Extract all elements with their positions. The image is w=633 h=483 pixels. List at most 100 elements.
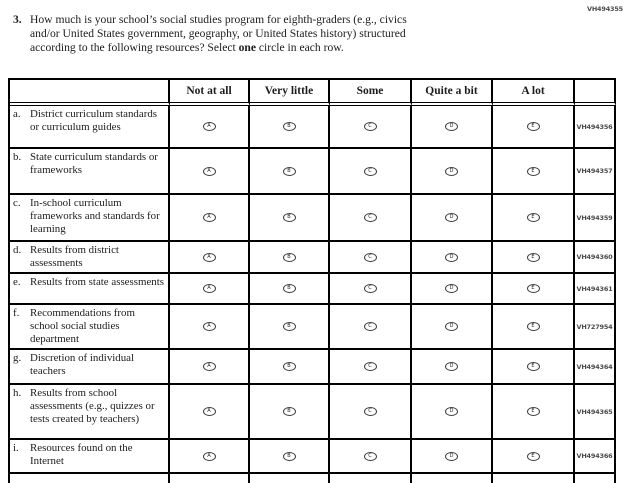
option-cell-g-some[interactable]: C [330,350,412,385]
option-cell-h-quite-a-bit[interactable]: D [412,385,493,440]
option-cell-h-some[interactable]: C [330,385,412,440]
answer-bubble-a[interactable]: A [202,284,216,293]
answer-bubble-a[interactable]: A [202,252,216,262]
row-label-e: e. Results from state assessments [10,274,170,305]
option-cell-b-very-little[interactable]: B [250,149,330,195]
answer-bubble-c[interactable]: C [363,122,377,131]
answer-bubble-a[interactable]: A [202,166,216,176]
option-cell-c-quite-a-bit[interactable]: D [412,195,493,242]
answer-bubble-e[interactable]: E [526,122,540,131]
option-cell-i-not-at-all[interactable]: A [170,440,250,474]
response-matrix-table: Not at all Very little Some Quite a bit … [8,78,616,483]
question-line-3-bold: one [238,41,257,55]
option-cell-c-not-at-all[interactable]: A [170,195,250,242]
answer-bubble-d[interactable]: D [445,122,458,131]
answer-bubble-e[interactable]: E [526,284,540,293]
option-cell-g-very-little[interactable]: B [250,350,330,385]
option-cell-e-very-little[interactable]: B [250,274,330,305]
option-cell-h-very-little[interactable]: B [250,385,330,440]
option-cell-i-a-lot[interactable]: E [493,440,575,474]
answer-bubble-a[interactable]: A [202,213,216,222]
option-cell-d-very-little[interactable]: B [250,242,330,274]
answer-bubble-c[interactable]: C [363,407,377,416]
answer-bubble-b[interactable]: B [282,362,296,371]
option-cell-e-quite-a-bit[interactable]: D [412,274,493,305]
question-number: 3. [13,13,22,26]
answer-bubble-a[interactable]: A [202,362,216,371]
option-cell-i-very-little[interactable]: B [250,440,330,474]
answer-bubble-d[interactable]: D [445,451,458,461]
option-cell-b-a-lot[interactable]: E [493,149,575,195]
answer-bubble-c[interactable]: C [363,322,377,331]
option-cell-b-some[interactable]: C [330,149,412,195]
row-letter-d: d. [13,244,22,256]
option-cell-b-not-at-all[interactable]: A [170,149,250,195]
answer-bubble-b[interactable]: B [282,407,296,416]
answer-bubble-a[interactable]: A [202,407,216,416]
option-cell-a-very-little[interactable]: B [250,106,330,149]
answer-bubble-d[interactable]: D [445,362,458,371]
answer-bubble-e[interactable]: E [526,407,540,416]
answer-bubble-b[interactable]: B [282,451,296,461]
option-cell-f-very-little[interactable]: B [250,305,330,350]
option-cell-f-some[interactable]: C [330,305,412,350]
option-cell-a-some[interactable]: C [330,106,412,149]
answer-bubble-c[interactable]: C [363,362,377,371]
option-cell-d-some[interactable]: C [330,242,412,274]
answer-bubble-a[interactable]: A [202,322,216,331]
option-cell-h-not-at-all[interactable]: A [170,385,250,440]
answer-bubble-c[interactable]: C [363,451,377,461]
option-cell-e-some[interactable]: C [330,274,412,305]
answer-bubble-c[interactable]: C [363,284,377,293]
answer-bubble-a[interactable]: A [202,122,216,131]
answer-bubble-d[interactable]: D [445,252,458,262]
header-not-at-all: Not at all [170,80,250,106]
option-cell-f-quite-a-bit[interactable]: D [412,305,493,350]
answer-bubble-e[interactable]: E [526,362,540,371]
answer-bubble-b[interactable]: B [282,252,296,262]
option-cell-g-a-lot[interactable]: E [493,350,575,385]
answer-bubble-b[interactable]: B [282,213,296,222]
option-cell-g-not-at-all[interactable]: A [170,350,250,385]
option-cell-b-quite-a-bit[interactable]: D [412,149,493,195]
answer-bubble-d[interactable]: D [445,407,458,416]
option-cell-i-some[interactable]: C [330,440,412,474]
answer-bubble-d[interactable]: D [445,166,458,176]
answer-bubble-c[interactable]: C [363,166,377,176]
answer-bubble-b[interactable]: B [282,284,296,293]
answer-bubble-e[interactable]: E [526,322,540,331]
option-cell-h-a-lot[interactable]: E [493,385,575,440]
answer-bubble-b[interactable]: B [282,122,296,131]
answer-bubble-e[interactable]: E [526,166,540,176]
answer-bubble-d[interactable]: D [445,322,458,331]
option-cell-e-not-at-all[interactable]: A [170,274,250,305]
answer-bubble-b[interactable]: B [282,322,296,331]
option-cell-c-a-lot[interactable]: E [493,195,575,242]
option-cell-a-quite-a-bit[interactable]: D [412,106,493,149]
answer-bubble-b[interactable]: B [282,166,296,176]
option-cell-e-a-lot[interactable]: E [493,274,575,305]
row-label-text-h: Results from school assessments (e.g., q… [30,387,155,426]
option-cell-f-not-at-all[interactable]: A [170,305,250,350]
option-cell-a-a-lot[interactable]: E [493,106,575,149]
option-cell-a-not-at-all[interactable]: A [170,106,250,149]
row-letter-h: h. [13,387,22,399]
option-cell-f-a-lot[interactable]: E [493,305,575,350]
answer-bubble-d[interactable]: D [445,284,458,293]
answer-bubble-e[interactable]: E [526,252,540,262]
option-cell-d-quite-a-bit[interactable]: D [412,242,493,274]
row-label-f: f. Recommendations from school social stu… [10,305,170,350]
option-cell-c-some[interactable]: C [330,195,412,242]
option-cell-d-not-at-all[interactable]: A [170,242,250,274]
row-label-text-f: Recommendations from school social studi… [30,307,135,346]
answer-bubble-e[interactable]: E [526,213,540,222]
option-cell-g-quite-a-bit[interactable]: D [412,350,493,385]
option-cell-c-very-little[interactable]: B [250,195,330,242]
option-cell-i-quite-a-bit[interactable]: D [412,440,493,474]
answer-bubble-c[interactable]: C [363,252,377,262]
answer-bubble-e[interactable]: E [526,451,540,461]
option-cell-d-a-lot[interactable]: E [493,242,575,274]
answer-bubble-a[interactable]: A [202,451,216,461]
answer-bubble-c[interactable]: C [363,213,377,222]
answer-bubble-d[interactable]: D [445,213,458,222]
